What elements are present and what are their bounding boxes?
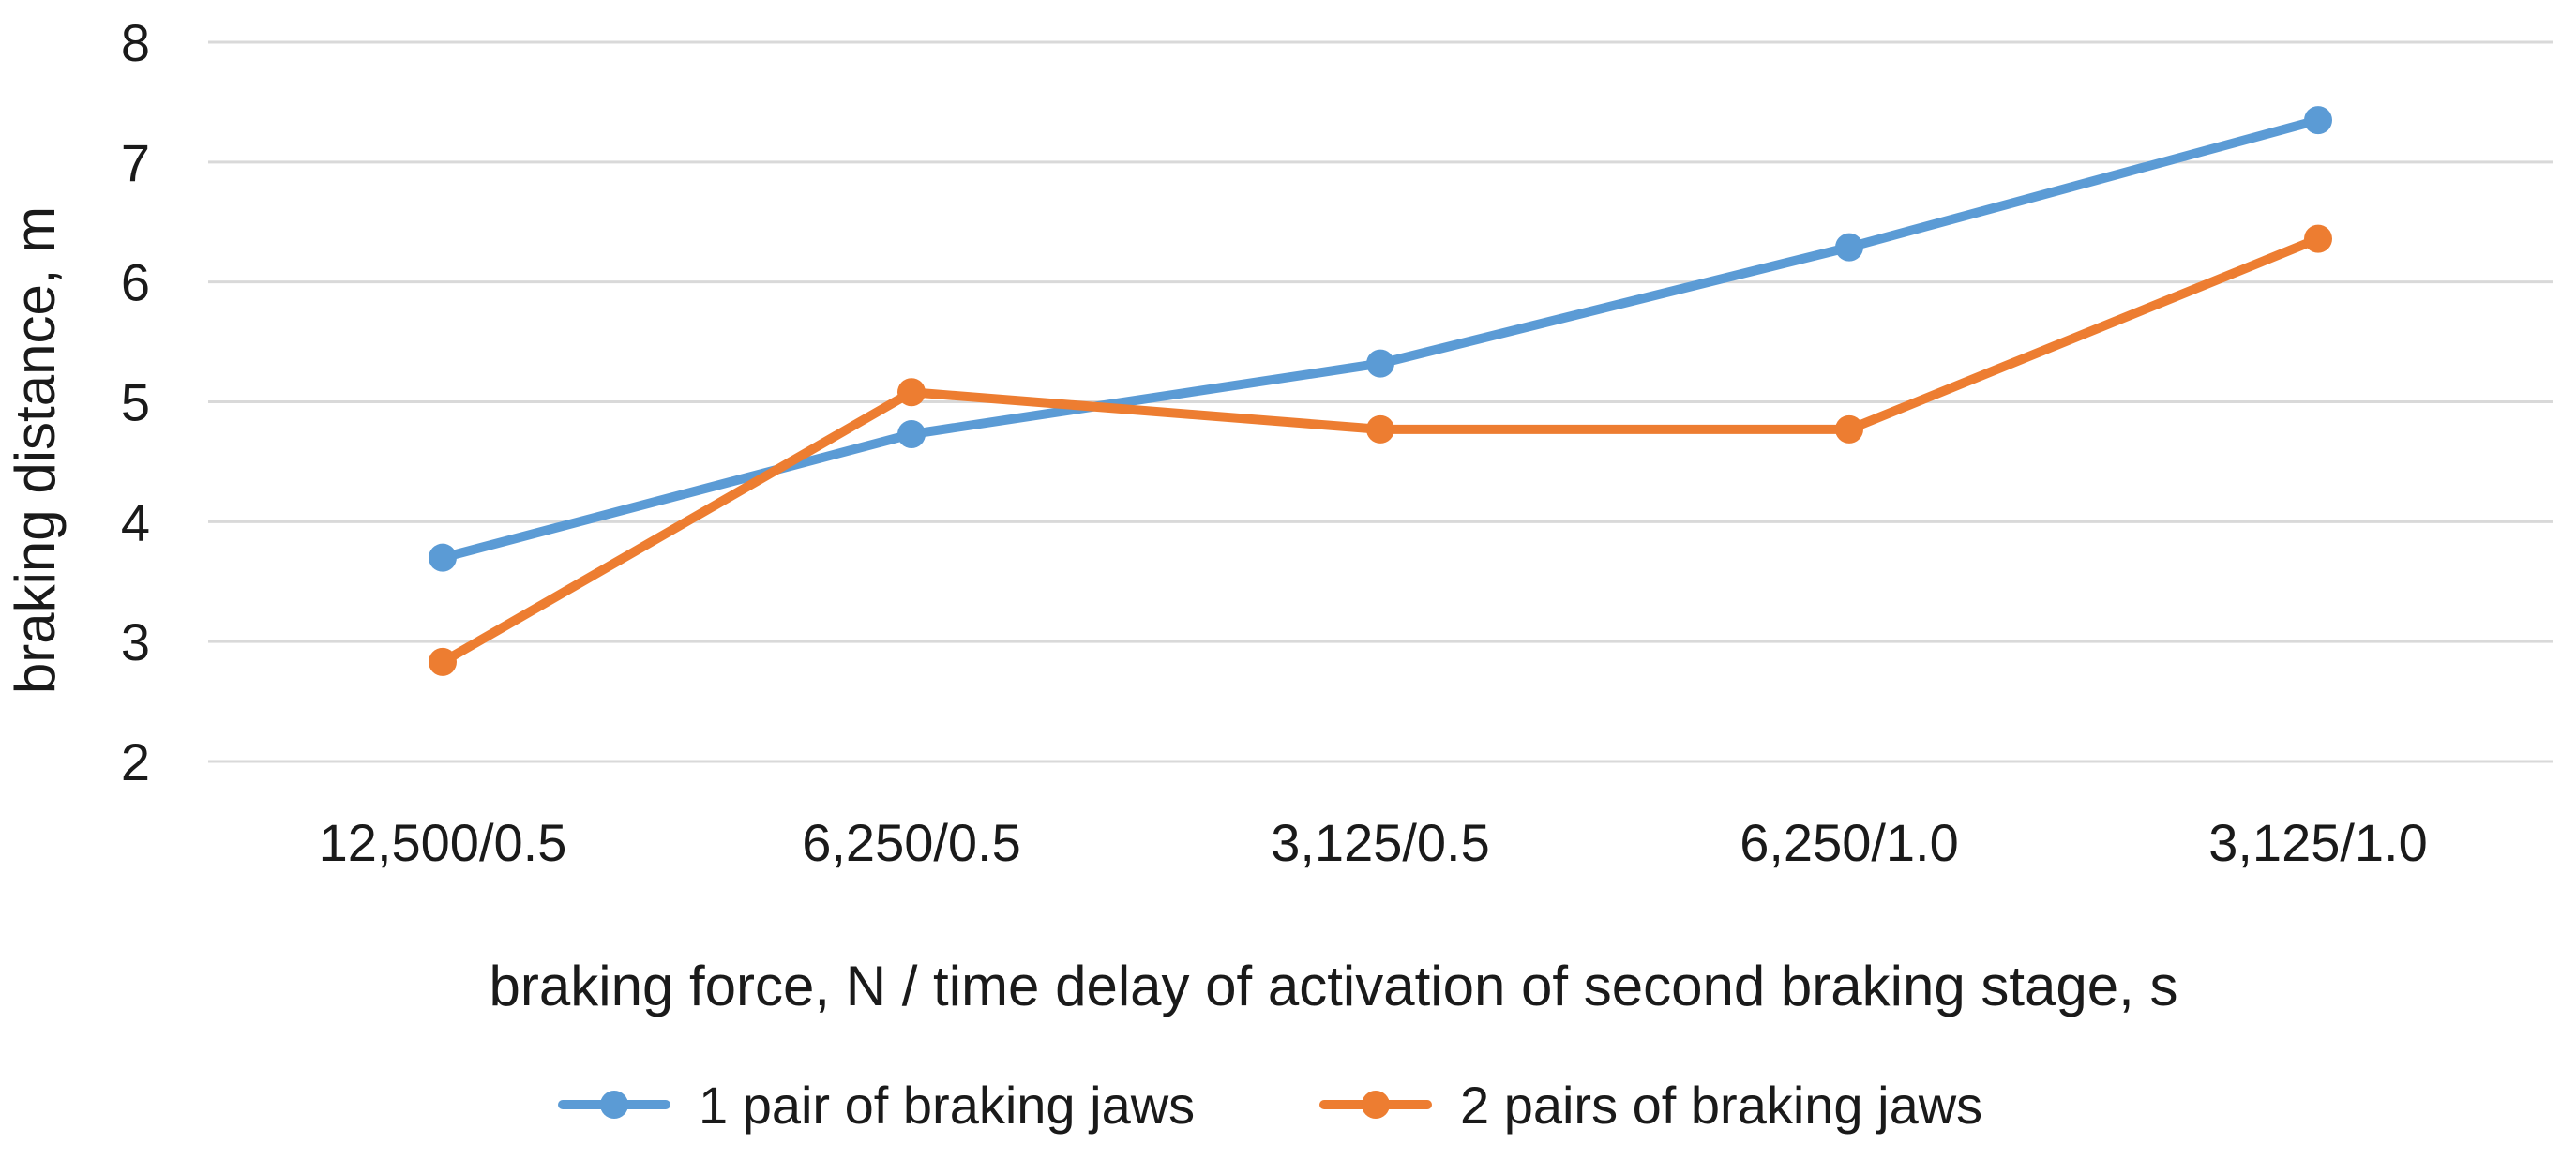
data-point: [2304, 106, 2332, 135]
data-point: [1835, 233, 1863, 262]
x-axis-ticks: 12,500/0.5 6,250/0.5 3,125/0.5 6,250/1.0 3,1…: [319, 813, 2428, 872]
legend-label: 1 pair of braking jaws: [699, 1076, 1195, 1135]
data-point: [897, 420, 926, 449]
data-point: [429, 543, 457, 572]
series-lines: [429, 106, 2332, 676]
series-line: [438, 115, 2323, 563]
x-tick-label: 3,125/0.5: [1271, 813, 1490, 872]
data-point: [429, 647, 457, 676]
y-axis-title: braking distance, m: [4, 206, 67, 694]
y-tick-label: 2: [121, 732, 150, 791]
legend-label: 2 pairs of braking jaws: [1460, 1076, 1982, 1135]
y-tick-label: 6: [121, 253, 150, 312]
y-tick-label: 3: [121, 612, 150, 671]
y-tick-label: 7: [121, 133, 150, 192]
y-tick-label: 4: [121, 492, 150, 551]
series-2: [429, 224, 2332, 676]
y-tick-label: 5: [121, 373, 150, 432]
legend-marker-swatch: [1362, 1091, 1390, 1119]
y-axis-ticks: 2 3 4 5 6 7 8: [121, 13, 150, 791]
data-point: [2304, 224, 2332, 253]
data-point: [1366, 414, 1394, 444]
data-point: [1835, 414, 1863, 444]
legend-item: 2 pairs of braking jaws: [1319, 1076, 1982, 1135]
x-axis-title: braking force, N / time delay of activat…: [490, 955, 2178, 1017]
y-tick-label: 8: [121, 13, 150, 72]
data-point: [897, 378, 926, 407]
x-tick-label: 6,250/0.5: [802, 813, 1021, 872]
gridlines: [208, 40, 2553, 763]
legend: 1 pair of braking jaws 2 pairs of braking…: [558, 1076, 1982, 1135]
x-tick-label: 12,500/0.5: [319, 813, 567, 872]
x-tick-label: 3,125/1.0: [2208, 813, 2428, 872]
series-line: [438, 234, 2323, 667]
data-point: [1366, 349, 1394, 378]
series-1: [429, 106, 2332, 572]
x-tick-label: 6,250/1.0: [1740, 813, 1959, 872]
legend-marker-swatch: [600, 1091, 628, 1119]
legend-item: 1 pair of braking jaws: [558, 1076, 1195, 1135]
